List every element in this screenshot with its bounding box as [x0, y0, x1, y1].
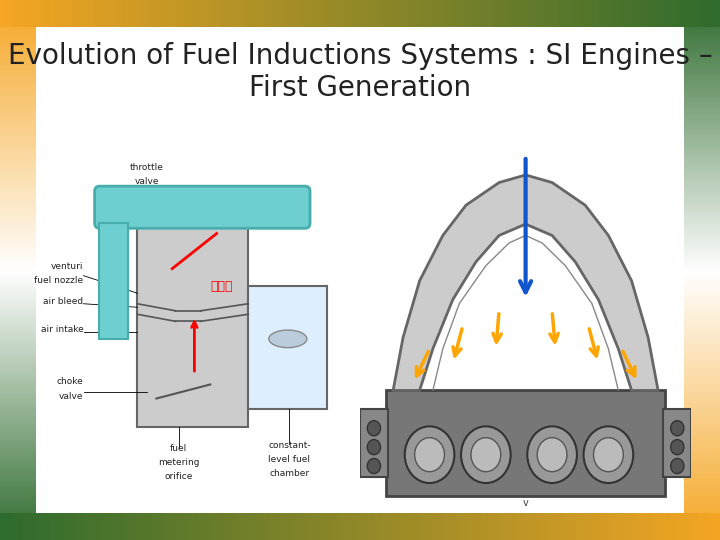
Text: air intake: air intake: [41, 325, 84, 334]
Text: venturi: venturi: [51, 262, 84, 271]
Circle shape: [527, 427, 577, 483]
Bar: [99, 223, 128, 339]
Circle shape: [537, 437, 567, 472]
Text: རབས: རབས: [210, 280, 233, 293]
Circle shape: [670, 421, 684, 436]
Text: choke: choke: [57, 377, 84, 387]
Text: air bleed: air bleed: [43, 297, 84, 306]
Circle shape: [471, 437, 501, 472]
Circle shape: [367, 440, 381, 455]
Bar: [138, 223, 248, 427]
Text: throttle: throttle: [130, 164, 164, 172]
Text: chamber: chamber: [269, 469, 310, 478]
Circle shape: [415, 437, 444, 472]
Circle shape: [583, 427, 634, 483]
Circle shape: [670, 440, 684, 455]
Bar: [360, 409, 388, 477]
Bar: [248, 286, 328, 409]
Circle shape: [367, 458, 381, 474]
Bar: [387, 390, 665, 496]
Text: fuel nozzle: fuel nozzle: [35, 276, 84, 285]
Text: fuel: fuel: [170, 444, 187, 453]
Circle shape: [405, 427, 454, 483]
Bar: [663, 409, 691, 477]
Text: orifice: orifice: [164, 472, 193, 481]
Circle shape: [670, 458, 684, 474]
Text: Evolution of Fuel Inductions Systems : SI Engines –
First Generation: Evolution of Fuel Inductions Systems : S…: [8, 42, 712, 102]
Ellipse shape: [269, 330, 307, 348]
Text: valve: valve: [59, 392, 84, 401]
Polygon shape: [393, 175, 658, 390]
FancyBboxPatch shape: [94, 186, 310, 228]
Circle shape: [367, 421, 381, 436]
Circle shape: [593, 437, 624, 472]
Text: level fuel: level fuel: [269, 455, 310, 464]
Text: metering: metering: [158, 458, 199, 467]
Text: v: v: [523, 498, 528, 508]
Circle shape: [461, 427, 510, 483]
Text: valve: valve: [135, 178, 159, 186]
Text: constant-: constant-: [268, 441, 311, 450]
